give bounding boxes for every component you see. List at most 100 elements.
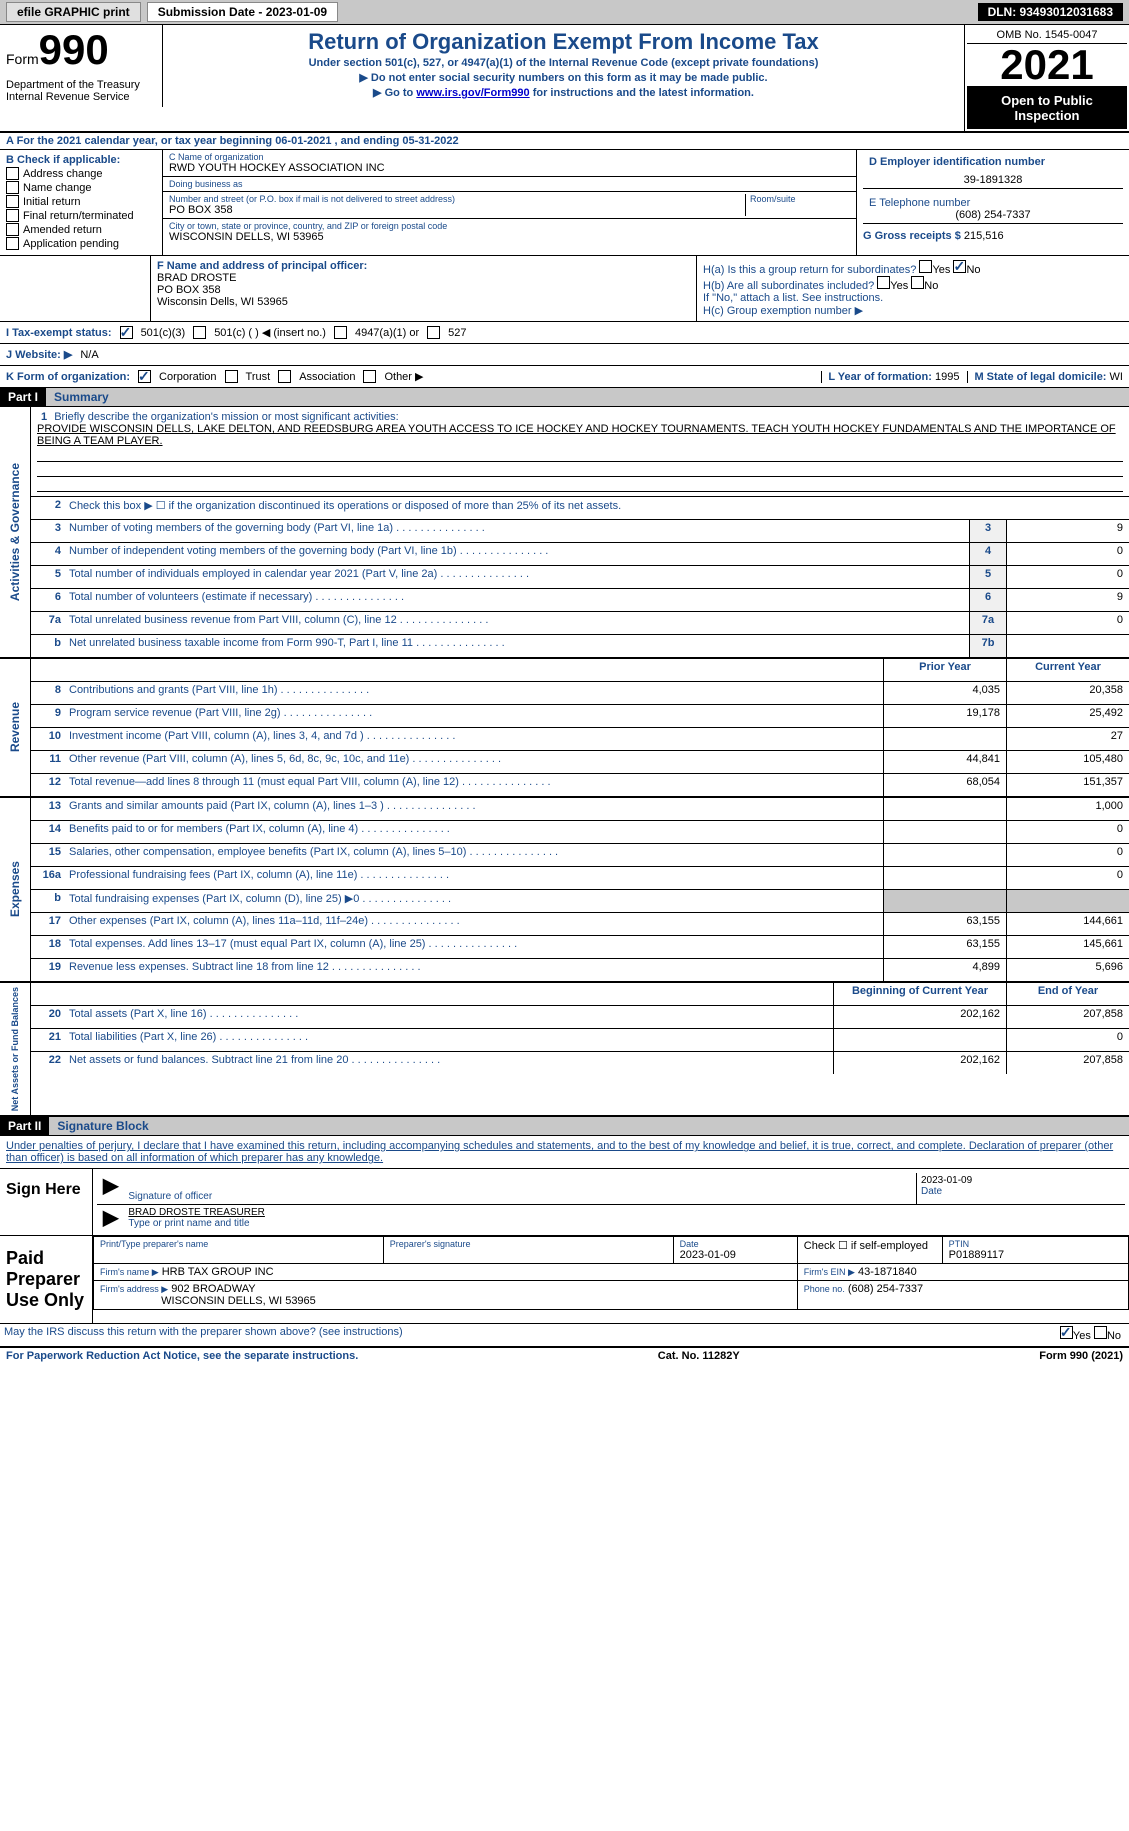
f-label: F Name and address of principal officer: [157, 260, 690, 272]
sign-here-row: Sign Here ▶ Signature of officer 2023-01… [0, 1168, 1129, 1235]
firm-name: HRB TAX GROUP INC [162, 1266, 274, 1278]
chk-name-change[interactable]: Name change [6, 181, 156, 194]
table-row: 8 Contributions and grants (Part VIII, l… [31, 682, 1129, 705]
irs-link[interactable]: www.irs.gov/Form990 [416, 87, 529, 99]
prep-date: 2023-01-09 [680, 1249, 791, 1261]
prep-sig-label: Preparer's signature [390, 1239, 667, 1249]
mission-text: PROVIDE WISCONSIN DELLS, LAKE DELTON, AN… [37, 423, 1116, 447]
ein-label: D Employer identification number [869, 156, 1117, 168]
name-label: Type or print name and title [128, 1218, 1121, 1229]
discuss-yes-chk[interactable] [1060, 1326, 1073, 1339]
dln-label: DLN: 93493012031683 [978, 3, 1123, 21]
header-right: OMB No. 1545-0047 2021 Open to Public In… [965, 25, 1129, 131]
table-row: 13 Grants and similar amounts paid (Part… [31, 798, 1129, 821]
sig-officer-label: Signature of officer [128, 1191, 912, 1202]
hb-yes-chk[interactable] [877, 276, 890, 289]
table-row: 6 Total number of volunteers (estimate i… [31, 589, 1129, 612]
end-header: End of Year [1006, 983, 1129, 1005]
title: Return of Organization Exempt From Incom… [169, 29, 958, 55]
officer-printed-name: BRAD DROSTE TREASURER [128, 1207, 1121, 1218]
addr-value: PO BOX 358 [169, 204, 745, 216]
preparer-row: Paid Preparer Use Only Print/Type prepar… [0, 1235, 1129, 1323]
footer-mid: Cat. No. 11282Y [658, 1350, 740, 1362]
activities-section: Activities & Governance 1 Briefly descri… [0, 407, 1129, 659]
line-2-desc: Check this box ▶ ☐ if the organization d… [65, 497, 1129, 519]
vert-revenue: Revenue [6, 698, 24, 756]
chk-501c[interactable] [193, 326, 206, 339]
table-row: 11 Other revenue (Part VIII, column (A),… [31, 751, 1129, 774]
chk-4947[interactable] [334, 326, 347, 339]
chk-app-pending[interactable]: Application pending [6, 237, 156, 250]
hb-no-chk[interactable] [911, 276, 924, 289]
sub3-pre: ▶ Go to [373, 87, 416, 99]
chk-final-return[interactable]: Final return/terminated [6, 209, 156, 222]
sub3-post: for instructions and the latest informat… [530, 87, 754, 99]
firm-ein: 43-1871840 [858, 1266, 917, 1278]
part2-title: Signature Block [49, 1117, 1129, 1135]
prior-year-header: Prior Year [883, 659, 1006, 681]
table-row: 22 Net assets or fund balances. Subtract… [31, 1052, 1129, 1074]
addr-label: Number and street (or P.O. box if mail i… [169, 194, 745, 204]
mission-label: Briefly describe the organization's miss… [54, 411, 398, 423]
part2-header: Part II Signature Block [0, 1117, 1129, 1136]
section-c: C Name of organization RWD YOUTH HOCKEY … [163, 150, 857, 255]
header-title-block: Return of Organization Exempt From Incom… [163, 25, 965, 131]
expenses-section: Expenses 13 Grants and similar amounts p… [0, 798, 1129, 983]
open-public: Open to Public Inspection [967, 87, 1127, 129]
room-label: Room/suite [750, 194, 850, 204]
discuss-no-chk[interactable] [1094, 1326, 1107, 1339]
chk-527[interactable] [427, 326, 440, 339]
l-label: L Year of formation: [828, 371, 932, 383]
section-d: D Employer identification number 39-1891… [857, 150, 1129, 255]
part1-title: Summary [46, 388, 1129, 406]
preparer-table: Print/Type preparer's name Preparer's si… [93, 1236, 1129, 1310]
part1-badge: Part I [0, 388, 46, 406]
sig-date-label: Date [921, 1186, 1121, 1197]
table-row: 3 Number of voting members of the govern… [31, 520, 1129, 543]
chk-initial-return[interactable]: Initial return [6, 195, 156, 208]
chk-trust[interactable] [225, 370, 238, 383]
phone-label: E Telephone number [869, 197, 1117, 209]
chk-assoc[interactable] [278, 370, 291, 383]
chk-address-change[interactable]: Address change [6, 167, 156, 180]
chk-other[interactable] [363, 370, 376, 383]
chk-amended[interactable]: Amended return [6, 223, 156, 236]
gross-value: 215,516 [964, 230, 1004, 242]
sig-intro: Under penalties of perjury, I declare th… [0, 1136, 1129, 1168]
ha-yes-chk[interactable] [919, 260, 932, 273]
current-year-header: Current Year [1006, 659, 1129, 681]
firm-addr2: WISCONSIN DELLS, WI 53965 [161, 1295, 316, 1307]
chk-501c3[interactable] [120, 326, 133, 339]
form-number: Form990 [0, 25, 163, 75]
tax-year: 2021 [967, 44, 1127, 87]
l-val: 1995 [935, 371, 959, 383]
website-value: N/A [80, 349, 98, 361]
m-label: M State of legal domicile: [974, 371, 1106, 383]
efile-button[interactable]: efile GRAPHIC print [6, 2, 141, 22]
discuss-yes: Yes [1073, 1330, 1091, 1342]
form-word: Form [6, 51, 39, 67]
table-row: 12 Total revenue—add lines 8 through 11 … [31, 774, 1129, 796]
section-f: F Name and address of principal officer:… [151, 256, 697, 321]
section-fh: F Name and address of principal officer:… [0, 256, 1129, 322]
vert-activities: Activities & Governance [6, 459, 24, 605]
form-header: Form990 Department of the Treasury Inter… [0, 25, 1129, 133]
org-name: RWD YOUTH HOCKEY ASSOCIATION INC [169, 162, 850, 174]
table-row: 10 Investment income (Part VIII, column … [31, 728, 1129, 751]
firm-ein-label: Firm's EIN ▶ [804, 1267, 855, 1277]
ptin-label: PTIN [949, 1239, 1122, 1249]
k-row: K Form of organization: Corporation Trus… [0, 366, 1129, 388]
table-row: 18 Total expenses. Add lines 13–17 (must… [31, 936, 1129, 959]
submission-date: Submission Date - 2023-01-09 [147, 2, 338, 22]
ptin-value: P01889117 [949, 1249, 1122, 1261]
k-label: K Form of organization: [6, 371, 130, 383]
discuss-no: No [1107, 1330, 1121, 1342]
prep-date-label: Date [680, 1239, 791, 1249]
sign-here-label: Sign Here [0, 1169, 93, 1235]
part1-header: Part I Summary [0, 388, 1129, 407]
tax-status-row: I Tax-exempt status: 501(c)(3) 501(c) ( … [0, 322, 1129, 344]
section-h: H(a) Is this a group return for subordin… [697, 256, 1129, 321]
ha-no-chk[interactable] [953, 260, 966, 273]
chk-corp[interactable] [138, 370, 151, 383]
ein-value: 39-1891328 [869, 174, 1117, 186]
